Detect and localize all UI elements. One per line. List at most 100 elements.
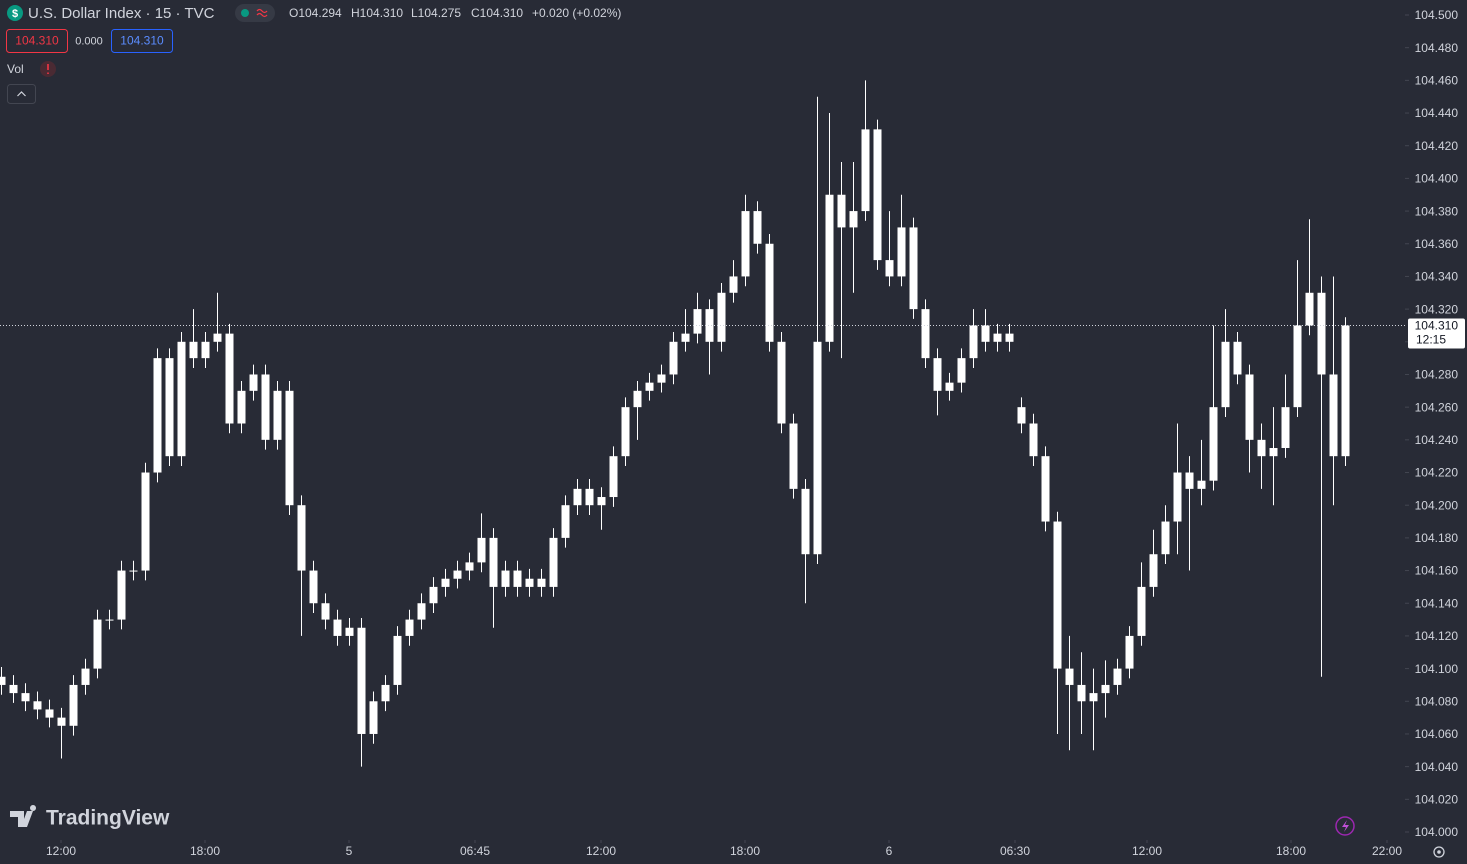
candle-body [129, 570, 138, 572]
candle-body [1005, 333, 1014, 342]
candle-body [597, 497, 606, 506]
candle-body [1017, 407, 1026, 424]
candle-body [909, 227, 918, 310]
candle-body [549, 537, 558, 587]
y-tick-label: 104.140 [1415, 596, 1459, 610]
candle-body [1317, 292, 1326, 375]
candle-body [369, 701, 378, 734]
y-tick-label: 104.200 [1415, 498, 1459, 512]
alert-button[interactable] [1335, 816, 1355, 836]
candle-body [201, 341, 210, 359]
candle-body [1065, 668, 1074, 685]
candle-body [681, 333, 690, 342]
status-chip[interactable] [235, 4, 275, 22]
candle-body [777, 341, 786, 424]
x-tick-label: 12:00 [586, 844, 616, 858]
candle-body [717, 292, 726, 342]
y-tick-label: 104.100 [1415, 662, 1459, 676]
candle-body [849, 211, 858, 228]
candle-body [345, 627, 354, 636]
chart-title[interactable]: U.S. Dollar Index · 15 · TVC [28, 5, 215, 22]
candle-body [981, 325, 990, 342]
candle-body [825, 194, 834, 342]
candle-body [1029, 423, 1038, 457]
candle-body [633, 390, 642, 408]
candle-body [1077, 684, 1086, 702]
candle-body [537, 578, 546, 587]
candle-body [993, 333, 1002, 342]
y-tick-label: 104.320 [1415, 302, 1459, 316]
candle-body [753, 211, 762, 244]
candle-body [321, 603, 330, 620]
candle-body [405, 619, 414, 636]
collapse-button[interactable] [7, 84, 36, 104]
candle-body [501, 570, 510, 587]
candle-body [1089, 693, 1098, 702]
candle-body [1053, 521, 1062, 669]
candle-body [57, 717, 66, 726]
candle-body [225, 333, 234, 424]
candle-body [1173, 472, 1182, 522]
candle-body [417, 603, 426, 620]
legend-change: +0.020 (+0.02%) [532, 6, 621, 20]
candle-body [441, 578, 450, 587]
candle-body [33, 701, 42, 710]
y-tick-label: 104.220 [1415, 466, 1459, 480]
candle-body [837, 194, 846, 228]
candle-body [81, 668, 90, 685]
legend-low: L104.275 [411, 6, 461, 20]
y-tick-label: 104.060 [1415, 727, 1459, 741]
plot-area [0, 80, 1350, 767]
buy-price: 104.310 [120, 34, 164, 48]
x-tick-label: 18:00 [190, 844, 220, 858]
candle-body [729, 276, 738, 293]
y-tick-label: 104.240 [1415, 433, 1459, 447]
x-tick-label: 12:00 [1132, 844, 1162, 858]
candle-body [1329, 374, 1338, 457]
candle-body [1041, 456, 1050, 522]
candle-body [249, 374, 258, 391]
candle-body [1137, 586, 1146, 636]
candle-body [297, 505, 306, 571]
y-tick-label: 104.180 [1415, 531, 1459, 545]
legend-open: O104.294 [289, 6, 342, 20]
candle-body [9, 684, 18, 694]
candle-body [813, 341, 822, 555]
y-tick-label: 104.400 [1415, 172, 1459, 186]
buy-button[interactable] [111, 29, 173, 53]
candle-body [309, 570, 318, 604]
volume-label[interactable]: Vol [7, 62, 24, 76]
candle-body [789, 423, 798, 489]
candle-body [561, 505, 570, 538]
candle-body [513, 570, 522, 587]
candle-body [477, 537, 486, 563]
countdown: 12:15 [1416, 333, 1446, 347]
candle-body [1113, 668, 1122, 685]
y-tick-label: 104.080 [1415, 694, 1459, 708]
legend-high: H104.310 [351, 6, 403, 20]
candle-body [945, 382, 954, 391]
chevron-up [17, 91, 26, 97]
last-price-box [1408, 318, 1465, 349]
candle-body [873, 129, 882, 261]
symbol-logo-text: $ [12, 8, 18, 20]
y-tick-label: 104.440 [1415, 106, 1459, 120]
candle-body [93, 619, 102, 669]
x-tick-label: 18:00 [1276, 844, 1306, 858]
y-tick-label: 104.280 [1415, 368, 1459, 382]
sell-button[interactable] [6, 29, 68, 53]
candle-body [957, 358, 966, 383]
candle-body [177, 341, 186, 457]
candle-body [693, 309, 702, 334]
spread: 0.000 [75, 35, 103, 47]
candle-body [189, 341, 198, 359]
candle-body [1281, 407, 1290, 449]
x-tick-label: 6 [886, 844, 893, 858]
candle-body [645, 382, 654, 391]
delayed-icon [256, 8, 268, 18]
settings-button[interactable] [1433, 846, 1445, 858]
y-tick-label: 104.000 [1415, 825, 1459, 839]
candle-body [669, 341, 678, 375]
